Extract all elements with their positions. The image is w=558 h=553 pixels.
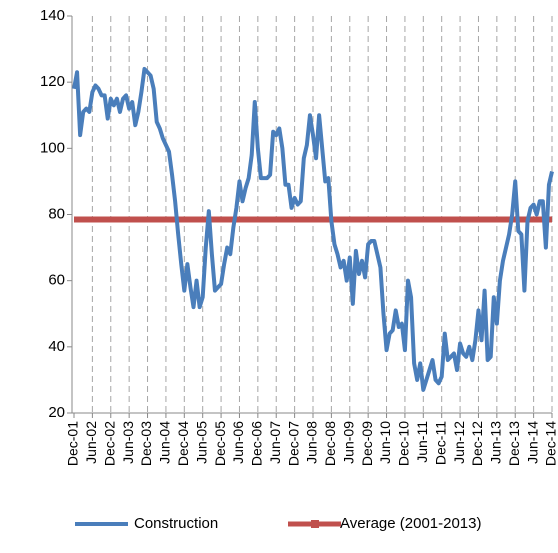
x-tick-label: Jun-02 <box>83 421 99 464</box>
x-tick-label: Jun-14 <box>524 421 540 464</box>
x-tick-label: Jun-06 <box>230 421 246 464</box>
y-tick-label: 100 <box>40 139 65 156</box>
y-tick-label: 120 <box>40 73 65 90</box>
x-tick-label: Dec-07 <box>285 421 301 466</box>
x-tick-label: Dec-13 <box>506 421 522 466</box>
legend-label: Average (2001-2013) <box>340 515 482 532</box>
x-tick-label: Jun-12 <box>451 421 467 464</box>
x-tick-label: Jun-03 <box>120 421 136 464</box>
y-tick-label: 80 <box>48 205 65 222</box>
x-tick-label: Dec-14 <box>543 421 558 466</box>
x-tick-label: Dec-05 <box>212 421 228 466</box>
x-tick-label: Dec-01 <box>65 421 81 466</box>
x-tick-label: Dec-06 <box>249 421 265 466</box>
y-tick-label: 60 <box>48 272 65 289</box>
y-tick-label: 140 <box>40 7 65 24</box>
x-tick-label: Jun-10 <box>377 421 393 464</box>
legend-label: Construction <box>134 515 218 532</box>
x-tick-label: Jun-08 <box>304 421 320 464</box>
x-tick-label: Dec-10 <box>396 421 412 466</box>
x-tick-label: Dec-08 <box>322 421 338 466</box>
x-tick-label: Jun-04 <box>157 421 173 464</box>
x-tick-label: Jun-05 <box>193 421 209 464</box>
x-tick-label: Dec-03 <box>138 421 154 466</box>
x-tick-label: Jun-13 <box>488 421 504 464</box>
y-tick-label: 40 <box>48 338 65 355</box>
x-tick-label: Jun-11 <box>414 421 430 463</box>
x-tick-label: Jun-09 <box>340 421 356 464</box>
x-tick-label: Dec-02 <box>101 421 117 466</box>
x-tick-label: Dec-12 <box>469 421 485 466</box>
y-tick-label: 20 <box>48 404 65 421</box>
legend-marker <box>311 520 319 528</box>
line-series <box>72 66 554 392</box>
x-tick-label: Jun-07 <box>267 421 283 464</box>
x-tick-label: Dec-11 <box>432 421 448 465</box>
x-tick-label: Dec-09 <box>359 421 375 466</box>
x-tick-label: Dec-04 <box>175 421 191 466</box>
